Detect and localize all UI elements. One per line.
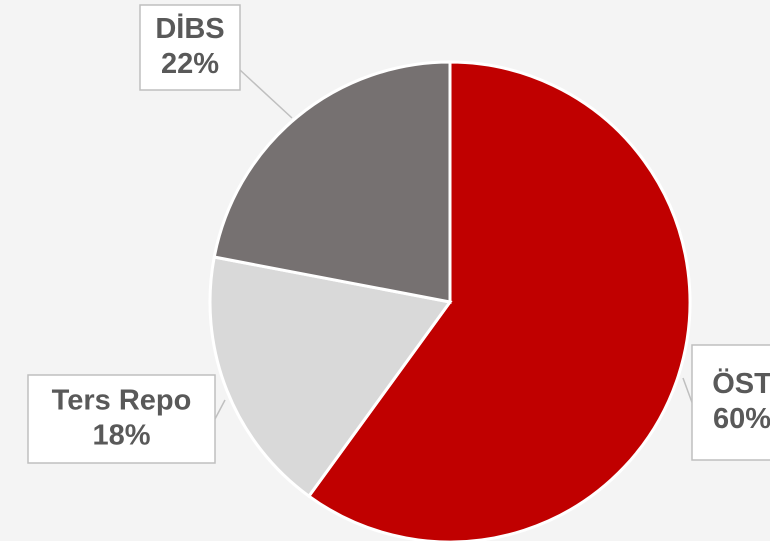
value-label: 60% (713, 403, 770, 435)
label-box (691, 344, 770, 461)
slice-label: ÖST (712, 367, 770, 400)
label-box (139, 4, 241, 91)
value-label: 18% (92, 420, 150, 452)
leader-line (239, 69, 293, 119)
slice-label: Ters Repo (52, 385, 192, 417)
pie-slice (212, 60, 452, 304)
value-label: 22% (161, 48, 219, 80)
pie-slice (306, 60, 692, 541)
leader-line (682, 377, 693, 403)
pie-slice (208, 255, 453, 499)
slice-label: DİBS (155, 13, 224, 45)
leader-line (214, 399, 226, 420)
label-box (27, 374, 216, 464)
